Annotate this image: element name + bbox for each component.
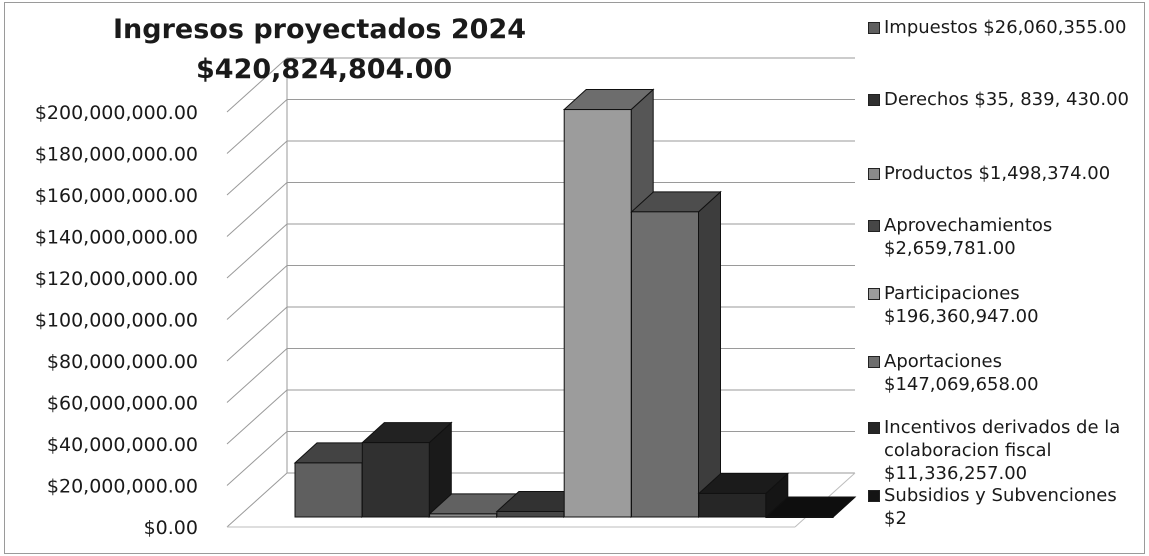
y-tick-label: $100,000,000.00 — [35, 310, 198, 332]
legend-label: Aportaciones $147,069,658.00 — [884, 351, 1039, 395]
bar-front — [765, 516, 834, 518]
grid-diagonal — [226, 182, 288, 237]
y-tick-label: $180,000,000.00 — [35, 144, 198, 166]
chart-subtitle-total: $420,824,804.00 — [196, 54, 453, 85]
y-axis: $0.00 $20,000,000.00 $40,000,000.00 $60,000… — [35, 58, 856, 539]
bar-front — [294, 462, 363, 518]
y-tick-label: $20,000,000.00 — [47, 476, 198, 498]
bar-front — [698, 492, 767, 518]
bar-front — [496, 510, 565, 518]
legend-label: Incentivos derivados de la colaboracion … — [884, 417, 1121, 484]
bar — [361, 421, 453, 519]
legend-swatch — [868, 288, 880, 300]
legend-swatch — [868, 168, 880, 180]
bar-front — [563, 109, 632, 518]
grid-diagonal — [226, 57, 288, 113]
legend-label: Subsidios y Subvenciones $2 — [884, 485, 1117, 529]
legend-swatch — [868, 22, 880, 34]
legend-label: Productos $1,498,374.00 — [884, 163, 1111, 184]
bar — [630, 190, 722, 519]
y-tick-label: $60,000,000.00 — [47, 393, 198, 415]
legend-label: Derechos $35, 839, 430.00 — [884, 89, 1130, 110]
bar-front — [429, 513, 498, 518]
grid-diagonal — [226, 140, 288, 196]
chart-title: Ingresos proyectados 2024 — [113, 14, 527, 45]
grid-diagonal — [226, 99, 288, 154]
y-tick-label: $40,000,000.00 — [47, 434, 198, 456]
grid-diagonal — [226, 265, 288, 320]
bar-front — [361, 442, 430, 518]
legend-label: Impuestos $26,060,355.00 — [884, 17, 1127, 38]
legend-label: Participaciones $196,360,947.00 — [884, 283, 1039, 327]
legend-swatch — [868, 220, 880, 232]
y-tick-label: $0.00 — [144, 517, 198, 539]
y-tick-label: $80,000,000.00 — [47, 351, 198, 373]
y-tick-label: $120,000,000.00 — [35, 268, 198, 290]
legend-swatch — [868, 356, 880, 368]
bar-side — [698, 190, 721, 519]
bar — [697, 472, 790, 519]
grid-diagonal — [226, 472, 288, 528]
bars — [293, 88, 857, 519]
y-tick-label: $200,000,000.00 — [35, 102, 198, 124]
legend-swatch — [868, 422, 880, 434]
grid-diagonal — [226, 306, 288, 362]
legend-label: Aprovechamientos $2,659,781.00 — [884, 215, 1053, 259]
bar — [764, 496, 857, 518]
grid-diagonal — [226, 223, 288, 279]
y-tick-label: $140,000,000.00 — [35, 227, 198, 249]
grid-diagonal — [226, 431, 288, 486]
y-tick-label: $160,000,000.00 — [35, 185, 198, 207]
bar-front — [631, 211, 699, 518]
grid-diagonal — [226, 348, 288, 403]
grid-diagonal — [226, 389, 288, 445]
legend-swatch — [868, 94, 880, 106]
legend-swatch — [868, 490, 880, 502]
